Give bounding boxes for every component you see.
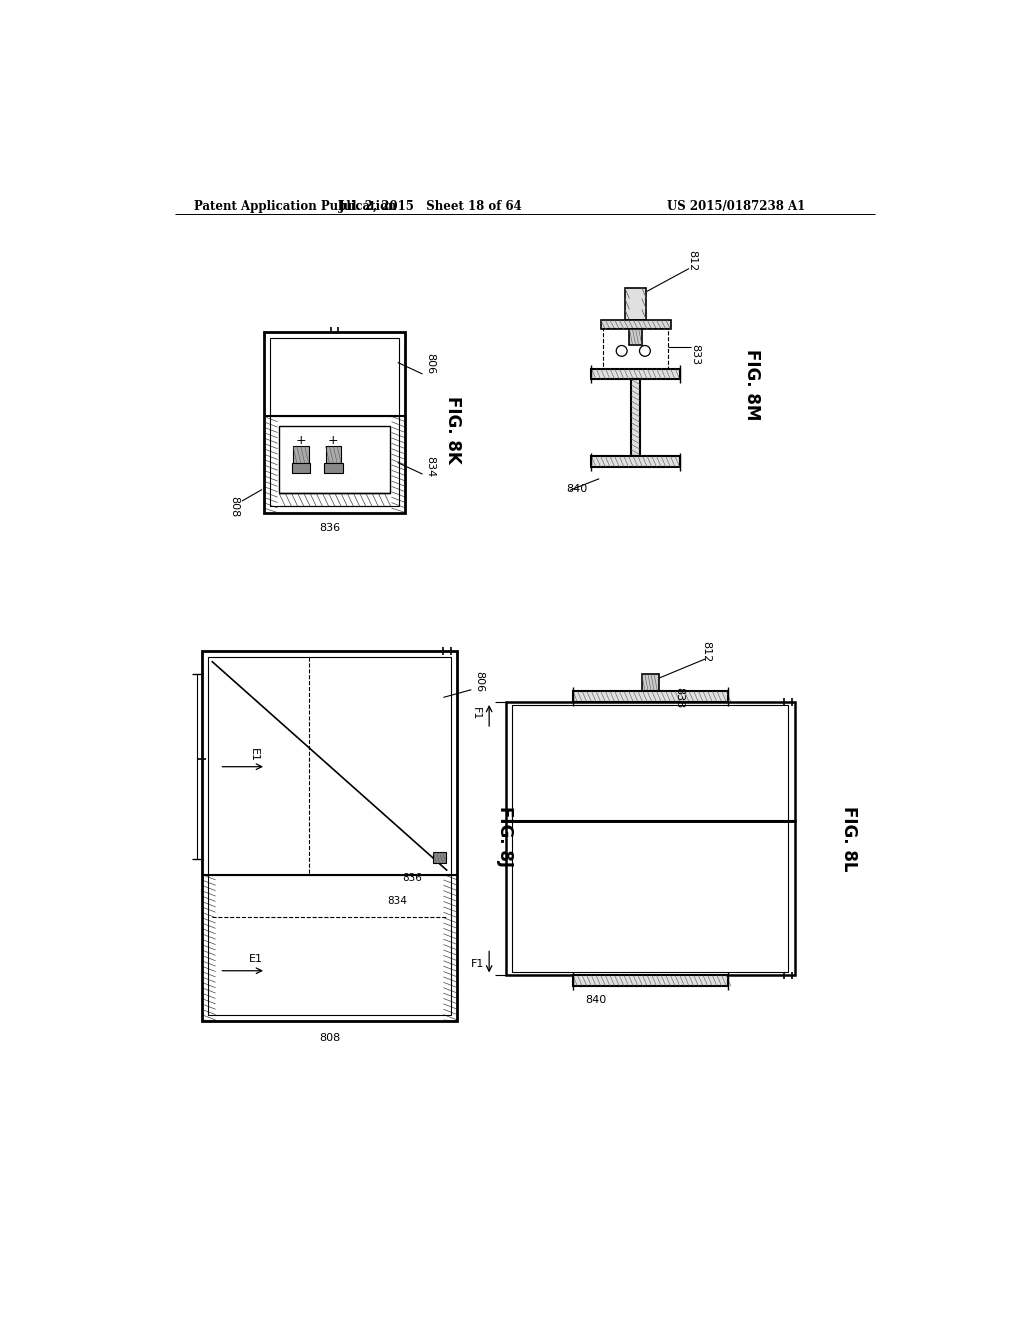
Bar: [326, 446, 341, 463]
Text: Jul. 2, 2015   Sheet 18 of 64: Jul. 2, 2015 Sheet 18 of 64: [338, 199, 522, 213]
Bar: [592, 368, 680, 379]
Text: +: +: [328, 434, 339, 446]
Text: 836: 836: [319, 523, 341, 533]
Bar: [601, 321, 671, 330]
Bar: [433, 853, 445, 863]
Bar: [263, 331, 406, 512]
Bar: [506, 821, 795, 975]
Text: FIG. 8M: FIG. 8M: [742, 348, 761, 421]
Bar: [270, 338, 399, 507]
Text: 833: 833: [690, 345, 699, 366]
Text: 812: 812: [701, 640, 712, 661]
Text: FIG. 8J: FIG. 8J: [497, 805, 514, 866]
Bar: [512, 821, 788, 973]
Text: 806: 806: [474, 672, 484, 693]
Bar: [202, 651, 458, 1020]
Bar: [208, 657, 452, 1015]
Bar: [572, 692, 728, 702]
Text: FIG. 8L: FIG. 8L: [840, 805, 858, 871]
Text: 808: 808: [228, 496, 239, 517]
Bar: [324, 463, 343, 473]
Text: 808: 808: [318, 1032, 340, 1043]
Text: 840: 840: [566, 483, 588, 494]
Text: +: +: [296, 434, 306, 446]
Text: US 2015/0187238 A1: US 2015/0187238 A1: [667, 199, 805, 213]
Bar: [625, 288, 646, 321]
Bar: [512, 705, 788, 821]
Bar: [292, 463, 310, 473]
Text: 836: 836: [402, 874, 422, 883]
Bar: [293, 446, 308, 463]
Text: 834: 834: [387, 896, 407, 907]
Bar: [603, 327, 669, 370]
Bar: [631, 379, 640, 457]
Bar: [280, 425, 390, 494]
Text: 840: 840: [586, 995, 607, 1005]
Text: 838: 838: [675, 686, 684, 708]
Text: 812: 812: [687, 251, 696, 272]
Bar: [592, 457, 680, 467]
Text: F1: F1: [471, 708, 481, 721]
Bar: [572, 975, 728, 986]
Text: 834: 834: [426, 455, 435, 477]
Bar: [630, 330, 642, 345]
Text: Patent Application Publication: Patent Application Publication: [194, 199, 396, 213]
Text: 806: 806: [426, 354, 435, 375]
Text: FIG. 8K: FIG. 8K: [444, 396, 463, 463]
Text: E1: E1: [249, 748, 259, 762]
Text: E1: E1: [249, 954, 263, 964]
Bar: [642, 675, 658, 692]
Text: F1: F1: [471, 958, 484, 969]
Bar: [506, 702, 795, 821]
